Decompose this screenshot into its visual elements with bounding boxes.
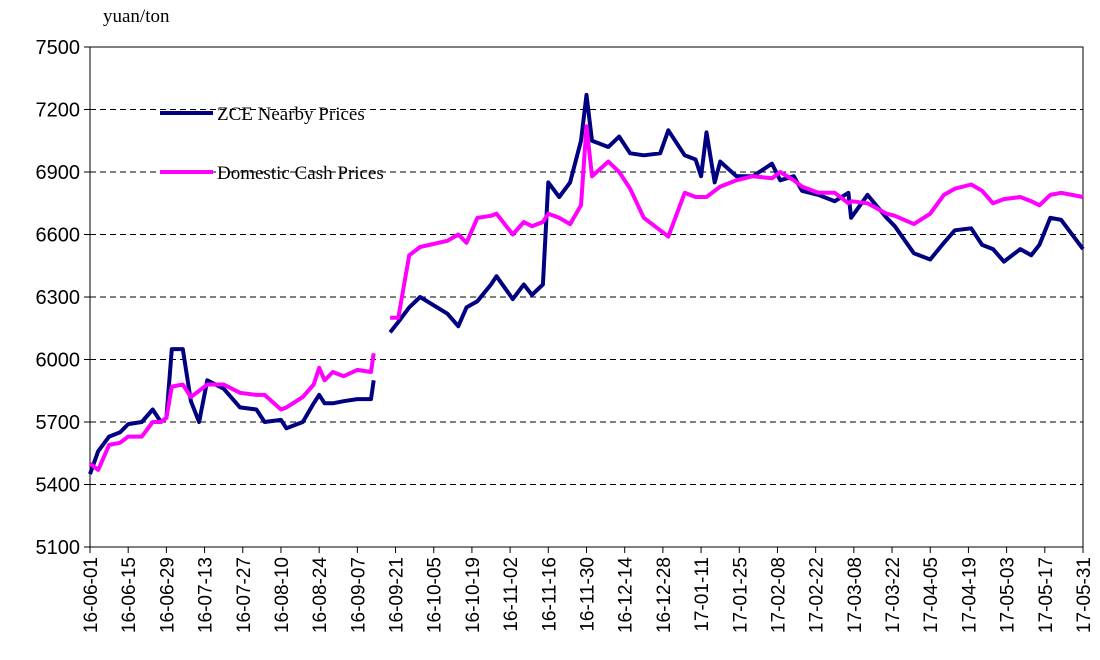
x-tick-label: 16-06-15	[119, 557, 140, 633]
x-tick-label: 17-03-08	[845, 557, 866, 633]
y-tick-label: 7200	[36, 100, 81, 122]
x-tick-label: 16-08-10	[272, 557, 293, 633]
x-tick-label: 16-11-30	[578, 557, 599, 632]
y-tick-label: 5100	[36, 537, 81, 559]
y-tick-label: 5700	[36, 412, 81, 434]
legend-label: Domestic Cash Prices	[217, 163, 384, 184]
x-tick-label: 16-06-29	[157, 557, 178, 633]
series-line	[88, 92, 1085, 475]
x-tick-label: 16-10-19	[463, 557, 484, 633]
y-tick-label: 6300	[36, 287, 81, 309]
y-tick-label: 6900	[36, 162, 81, 184]
y-tick-label: 7500	[36, 37, 81, 59]
x-tick-label: 17-05-31	[1074, 557, 1095, 633]
x-tick-label: 16-11-16	[539, 557, 560, 632]
y-tick-label: 5400	[36, 475, 81, 497]
x-tick-label: 16-11-02	[501, 557, 522, 632]
x-tick-label: 17-05-17	[1036, 557, 1057, 633]
x-tick-label: 16-09-21	[387, 557, 408, 633]
x-tick-label: 16-12-14	[616, 557, 637, 633]
x-tick-label: 17-03-22	[883, 557, 904, 633]
x-tick-label: 17-02-08	[768, 557, 789, 633]
x-tick-label: 17-05-03	[998, 557, 1019, 633]
x-tick-label: 16-09-07	[348, 557, 369, 633]
x-tick-label: 17-01-11	[692, 557, 713, 632]
x-tick-label: 16-10-05	[425, 557, 446, 633]
x-tick-label: 17-02-22	[807, 557, 828, 633]
y-tick-label: 6000	[36, 350, 81, 372]
x-tick-label: 16-06-01	[81, 557, 102, 633]
x-tick-label: 17-01-25	[730, 557, 751, 633]
x-tick-label: 16-07-27	[234, 557, 255, 633]
y-tick-label: 6600	[36, 225, 81, 247]
x-tick-label: 17-04-05	[921, 557, 942, 633]
y-axis-label: yuan/ton	[103, 6, 170, 27]
x-tick-label: 16-07-13	[196, 557, 217, 633]
x-tick-label: 16-08-24	[310, 557, 331, 633]
legend-label: ZCE Nearby Prices	[217, 104, 365, 125]
x-tick-label: 16-12-28	[654, 557, 675, 633]
x-tick-label: 17-04-19	[959, 557, 980, 633]
series-line	[88, 124, 1084, 472]
